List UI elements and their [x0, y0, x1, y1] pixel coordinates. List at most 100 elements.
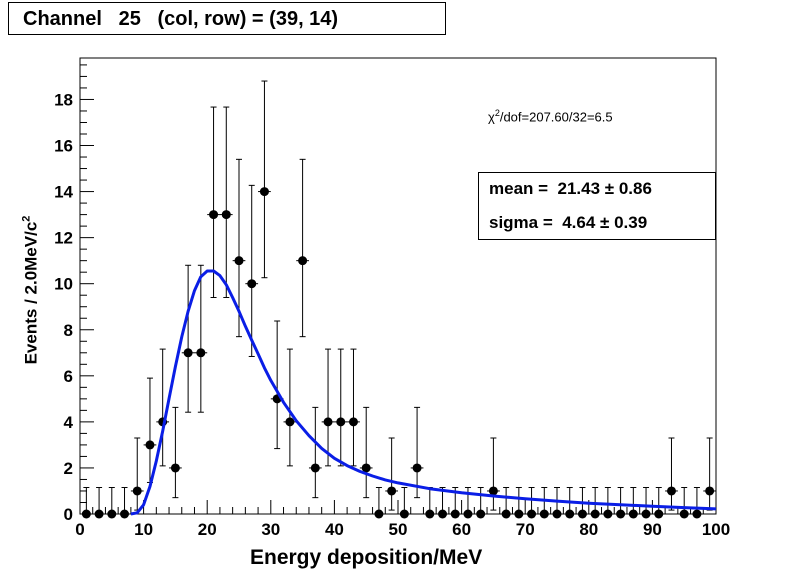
- data-point: [423, 487, 437, 519]
- data-points: [80, 80, 716, 519]
- data-marker: [590, 509, 600, 519]
- data-marker: [259, 187, 269, 197]
- data-point: [105, 487, 119, 519]
- data-marker: [463, 509, 473, 519]
- data-marker: [336, 417, 346, 427]
- data-marker: [361, 463, 371, 473]
- y-tick-label: 2: [64, 459, 73, 478]
- y-tick-label: 14: [54, 183, 73, 202]
- data-marker: [298, 256, 308, 266]
- data-point: [665, 437, 678, 511]
- data-point: [703, 437, 716, 511]
- data-marker: [450, 509, 460, 519]
- y-tick-label: 6: [64, 367, 73, 386]
- sigma-stat: sigma = 4.64 ± 0.39: [489, 213, 648, 232]
- data-marker: [170, 463, 180, 473]
- chi2-annotation: χ2/dof=207.60/32=6.5: [488, 108, 613, 124]
- data-marker: [488, 486, 498, 496]
- data-marker: [132, 486, 142, 496]
- data-marker: [616, 509, 626, 519]
- data-marker: [476, 509, 486, 519]
- data-marker: [692, 509, 702, 519]
- chi-sup: 2: [494, 108, 500, 118]
- data-point: [537, 487, 551, 519]
- x-tick-label: 30: [261, 520, 280, 539]
- x-tick-label: 70: [516, 520, 535, 539]
- fit-curve: [130, 269, 717, 516]
- data-marker: [552, 509, 562, 519]
- x-tick-label: 20: [198, 520, 217, 539]
- data-point: [398, 487, 411, 519]
- data-marker: [438, 509, 448, 519]
- data-point: [690, 487, 704, 519]
- data-marker: [234, 256, 244, 266]
- data-point: [550, 487, 564, 519]
- data-point: [601, 487, 615, 519]
- data-point: [614, 487, 627, 519]
- data-point: [334, 348, 348, 467]
- data-point: [487, 437, 500, 511]
- data-point: [219, 106, 233, 299]
- data-marker: [539, 509, 549, 519]
- data-marker: [514, 509, 524, 519]
- x-tick-label: 40: [325, 520, 344, 539]
- y-tick-label: 0: [64, 505, 73, 524]
- data-marker: [196, 348, 206, 358]
- y-tick-label: 16: [54, 137, 73, 156]
- mean-stat: mean = 21.43 ± 0.86: [489, 179, 652, 198]
- data-marker: [81, 509, 91, 519]
- chart-title: Channel 25 (col, row) = (39, 14): [8, 2, 446, 35]
- data-marker: [348, 417, 358, 427]
- data-marker: [285, 417, 295, 427]
- data-marker: [247, 279, 257, 289]
- data-marker: [374, 509, 384, 519]
- data-marker: [679, 509, 689, 519]
- data-point: [372, 487, 386, 519]
- data-marker: [94, 509, 104, 519]
- data-point: [359, 406, 373, 499]
- fit-line: [130, 269, 717, 516]
- y-axis-label-sup: 2: [20, 215, 33, 222]
- data-marker: [501, 509, 511, 519]
- y-axis-label: Events / 2.0MeV/c2: [21, 216, 42, 365]
- x-axis-label: Energy deposition/MeV: [250, 546, 483, 569]
- x-tick-label: 90: [643, 520, 662, 539]
- data-marker: [107, 509, 117, 519]
- data-point: [143, 377, 157, 483]
- data-point: [118, 487, 131, 519]
- tick-labels: 0 10 20 30 40 50 60 70 80 90 100 0 2 4 6 8 10 12 14 16 18: [54, 90, 730, 539]
- data-point: [80, 487, 93, 519]
- data-point: [576, 487, 589, 519]
- data-point: [270, 320, 284, 450]
- data-point: [626, 487, 640, 519]
- y-tick-label: 18: [54, 90, 73, 109]
- x-tick-label: 10: [134, 520, 153, 539]
- data-point: [512, 487, 526, 519]
- data-point: [207, 106, 220, 299]
- data-point: [639, 487, 653, 519]
- data-point: [245, 184, 259, 357]
- data-point: [283, 348, 297, 467]
- data-point: [258, 80, 271, 279]
- data-marker: [323, 417, 333, 427]
- data-marker: [577, 509, 587, 519]
- x-tick-label: 100: [702, 520, 730, 539]
- data-marker: [120, 509, 130, 519]
- chi-symbol: χ: [488, 109, 495, 125]
- data-point: [181, 264, 195, 413]
- data-marker: [221, 210, 231, 220]
- data-point: [461, 487, 475, 519]
- data-point: [308, 406, 322, 499]
- x-tick-label: 0: [75, 520, 84, 539]
- data-marker: [666, 486, 676, 496]
- data-point: [474, 487, 488, 519]
- data-point: [194, 264, 208, 413]
- y-axis-label-main: Events / 2.0MeV/c: [21, 221, 41, 365]
- data-point: [169, 406, 182, 499]
- data-point: [436, 487, 449, 519]
- data-point: [321, 348, 335, 467]
- data-point: [385, 437, 398, 511]
- y-tick-label: 4: [64, 413, 74, 432]
- data-marker: [705, 486, 715, 496]
